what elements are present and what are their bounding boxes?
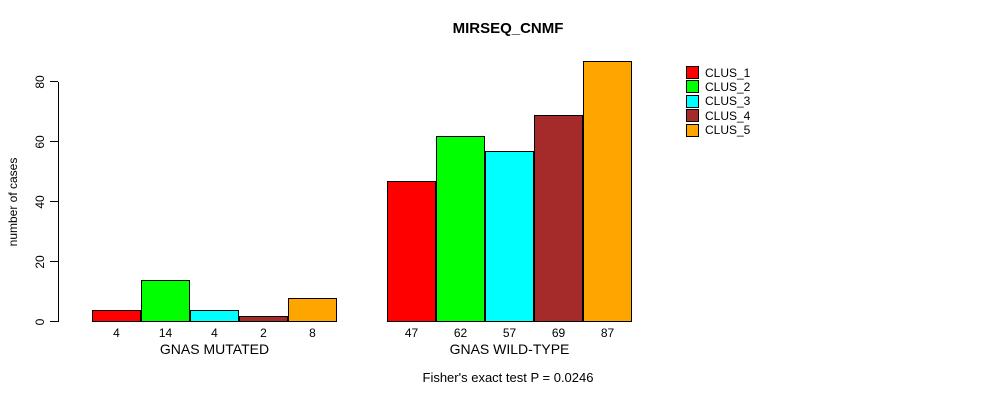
bar-clus-1-gnas-wild-type: [387, 181, 436, 322]
bar-clus-2-gnas-mutated: [141, 280, 190, 322]
bar-clus-3-gnas-wild-type: [485, 151, 534, 322]
bar-clus-2-gnas-wild-type: [436, 136, 485, 322]
group-label-gnas-wild-type: GNAS WILD-TYPE: [449, 341, 570, 357]
y-axis-tick-40: [50, 201, 58, 202]
legend-label-clus-3: CLUS_3: [705, 94, 751, 109]
bar-value-label-clus-2-gnas-mutated: 14: [158, 326, 173, 340]
y-axis-tick-label-40: 40: [33, 195, 47, 209]
bar-clus-5-gnas-wild-type: [583, 61, 632, 322]
legend-label-clus-4: CLUS_4: [705, 108, 751, 123]
legend-swatch-clus-3: [686, 94, 699, 108]
bar-clus-1-gnas-mutated: [92, 310, 141, 322]
group-label-gnas-mutated: GNAS MUTATED: [159, 341, 270, 357]
legend-swatch-clus-2: [686, 80, 699, 94]
y-axis-tick-label-0: 0: [33, 318, 47, 326]
bar-value-label-clus-5-gnas-mutated: 8: [309, 326, 316, 340]
legend-item-clus-4: CLUS_4: [686, 108, 751, 123]
y-axis-tick-label-60: 60: [33, 135, 47, 149]
bar-value-label-clus-2-gnas-wild-type: 62: [453, 326, 468, 340]
bar-clus-4-gnas-mutated: [239, 316, 288, 322]
legend-swatch-clus-4: [686, 109, 699, 123]
legend-label-clus-2: CLUS_2: [705, 79, 751, 94]
bar-value-label-clus-4-gnas-wild-type: 69: [551, 326, 566, 340]
bar-value-label-clus-1-gnas-wild-type: 47: [404, 326, 419, 340]
legend-item-clus-1: CLUS_1: [686, 65, 751, 80]
y-axis-tick-80: [50, 81, 58, 82]
legend-swatch-clus-5: [686, 123, 699, 137]
bar-value-label-clus-3-gnas-mutated: 4: [211, 326, 218, 340]
bar-value-label-clus-1-gnas-mutated: 4: [113, 326, 120, 340]
legend-item-clus-5: CLUS_5: [686, 123, 751, 138]
y-axis-tick-20: [50, 261, 58, 262]
legend-item-clus-3: CLUS_3: [686, 94, 751, 109]
bar-clus-3-gnas-mutated: [190, 310, 239, 322]
bar-value-label-clus-3-gnas-wild-type: 57: [502, 326, 517, 340]
legend-item-clus-2: CLUS_2: [686, 79, 751, 94]
legend-label-clus-5: CLUS_5: [705, 123, 751, 138]
legend-swatch-clus-1: [686, 66, 699, 79]
legend-label-clus-1: CLUS_1: [705, 65, 751, 80]
bar-value-label-clus-4-gnas-mutated: 2: [260, 326, 267, 340]
bar-clus-5-gnas-mutated: [288, 298, 337, 322]
stat-caption: Fisher's exact test P = 0.0246: [422, 370, 594, 385]
y-axis-tick-60: [50, 141, 58, 142]
bar-value-label-clus-5-gnas-wild-type: 87: [600, 326, 615, 340]
chart-title: MIRSEQ_CNMF: [452, 20, 564, 37]
y-axis: [58, 82, 59, 322]
bar-clus-4-gnas-wild-type: [534, 115, 583, 322]
y-axis-tick-label-80: 80: [33, 75, 47, 89]
y-axis-label: number of cases: [6, 157, 20, 247]
y-axis-tick-0: [50, 321, 58, 322]
y-axis-tick-label-20: 20: [33, 255, 47, 269]
